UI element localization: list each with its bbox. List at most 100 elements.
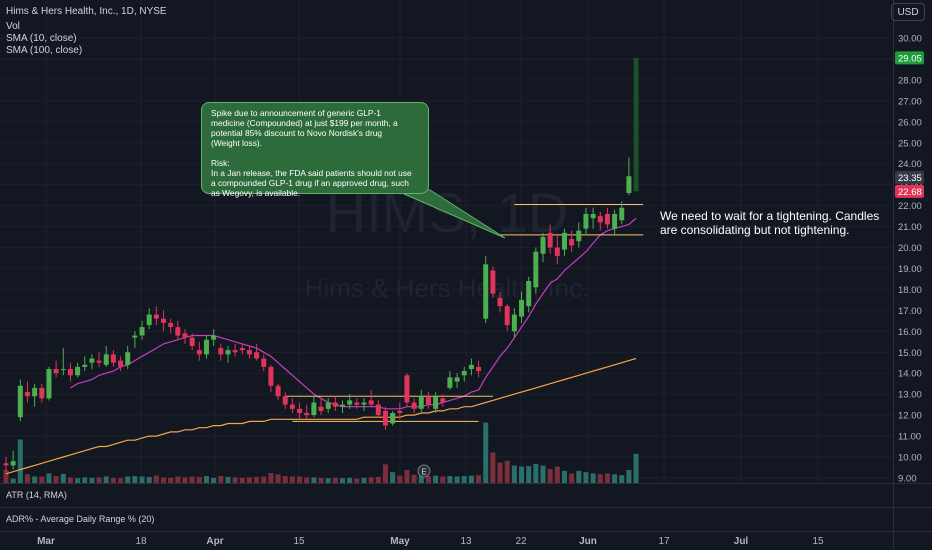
volume-legend[interactable]: Vol xyxy=(6,21,20,32)
price-labels: 29.05 23.35 22.68 xyxy=(895,51,924,198)
volume-bar xyxy=(533,463,539,483)
volume-bar xyxy=(161,477,167,483)
annotation-callout[interactable]: Spike due to announcement of generic GLP… xyxy=(201,102,429,198)
candle-body xyxy=(468,364,474,370)
candle-body xyxy=(232,350,238,353)
consolidation-note[interactable]: We need to wait for a tightening. Candle… xyxy=(660,209,880,237)
candle-body xyxy=(533,251,539,288)
candle-body xyxy=(168,322,174,328)
volume-bar xyxy=(311,477,317,483)
candle-body xyxy=(139,327,145,336)
volume-bar xyxy=(153,475,159,483)
candle-body xyxy=(17,385,23,418)
volume-bar xyxy=(325,478,331,483)
candle-body xyxy=(311,402,317,416)
y-tick-label: 12.00 xyxy=(898,411,922,422)
volume-bar xyxy=(397,475,403,483)
candlesticks xyxy=(3,157,632,472)
svg-text:E: E xyxy=(421,468,426,477)
x-tick-label: May xyxy=(390,536,410,547)
sma10-legend[interactable]: SMA (10, close) xyxy=(6,33,77,44)
price-label-bg xyxy=(895,170,924,184)
price-label-bg xyxy=(895,184,924,198)
volume-bar xyxy=(275,474,281,483)
volume-bar xyxy=(125,476,131,483)
volume-bar xyxy=(540,465,546,483)
x-tick-label: 13 xyxy=(460,536,472,547)
y-tick-label: 13.00 xyxy=(898,390,922,401)
candle-body xyxy=(146,314,152,326)
volume-bar xyxy=(604,473,610,483)
candle-body xyxy=(504,306,510,326)
volume-bar xyxy=(189,476,195,483)
candle-body xyxy=(203,339,209,355)
volume-bar xyxy=(75,478,81,483)
volume-bar xyxy=(218,476,224,483)
candle-body xyxy=(476,366,482,372)
volume-bar xyxy=(554,466,560,483)
candle-body xyxy=(175,327,181,336)
currency-button[interactable]: USD xyxy=(891,3,925,21)
volume-bar xyxy=(282,476,288,483)
candle-body xyxy=(218,348,224,355)
volume-bar xyxy=(175,476,181,483)
y-tick-label: 18.00 xyxy=(898,285,922,296)
candle-body xyxy=(590,213,596,219)
candle-body xyxy=(390,413,396,424)
candle-body xyxy=(561,232,567,250)
candle-body xyxy=(211,335,217,340)
candle-body xyxy=(89,358,95,363)
candle-body xyxy=(569,239,575,246)
volume-bar xyxy=(418,474,424,483)
volume-bar xyxy=(411,474,417,483)
candle-body xyxy=(282,396,288,405)
sma100-legend[interactable]: SMA (100, close) xyxy=(6,45,83,56)
y-tick-label: 19.00 xyxy=(898,264,922,275)
candle-body xyxy=(268,366,274,386)
pending-bar xyxy=(633,57,639,192)
candle-body xyxy=(340,404,346,407)
volume-bar xyxy=(103,476,109,483)
adr-pane-label[interactable]: ADR% - Average Daily Range % (20) xyxy=(6,514,155,524)
candle-body xyxy=(461,371,467,376)
time-axis[interactable]: Mar 18 Apr 15 May 13 22 Jun 17 Jul 15 xyxy=(37,536,824,547)
volume-bar xyxy=(268,472,274,483)
watermark-name: Hims & Hers Health, Inc. xyxy=(305,273,590,303)
candle-body xyxy=(454,377,460,382)
atr-pane-label[interactable]: ATR (14, RMA) xyxy=(6,490,67,500)
volume-bar xyxy=(425,476,431,483)
candle-body xyxy=(3,463,9,466)
y-tick-label: 25.00 xyxy=(898,138,922,149)
price-axis[interactable]: 9.00 10.00 11.00 12.00 13.00 14.00 15.00 16.00 1… xyxy=(898,34,922,485)
volume-bar xyxy=(318,477,324,483)
volume-bar xyxy=(547,469,553,483)
y-tick-label: 16.00 xyxy=(898,327,922,338)
volume-bar xyxy=(139,476,145,483)
candle-body xyxy=(540,237,546,254)
candle-body xyxy=(612,213,618,229)
x-tick-label: 18 xyxy=(135,536,147,547)
candle-body xyxy=(604,213,610,225)
volume-bar xyxy=(447,476,453,483)
volume-bar xyxy=(132,476,138,483)
volume-bar xyxy=(39,476,45,483)
candle-body xyxy=(24,392,30,397)
volume-bar xyxy=(261,476,267,483)
volume-bar xyxy=(225,476,231,483)
y-tick-label: 17.00 xyxy=(898,306,922,317)
x-tick-label: 15 xyxy=(812,536,824,547)
candle-body xyxy=(39,387,45,399)
volume-bar xyxy=(32,476,38,483)
volume-bar xyxy=(361,477,367,483)
candle-body xyxy=(511,314,517,332)
volume-bar xyxy=(375,476,381,483)
volume-bar xyxy=(232,477,238,483)
candle-body xyxy=(361,402,367,405)
volume-bar xyxy=(289,476,295,483)
sma10-line xyxy=(70,217,637,410)
volume-bar xyxy=(340,478,346,483)
volume-bar xyxy=(483,422,489,483)
candle-body xyxy=(246,350,252,355)
